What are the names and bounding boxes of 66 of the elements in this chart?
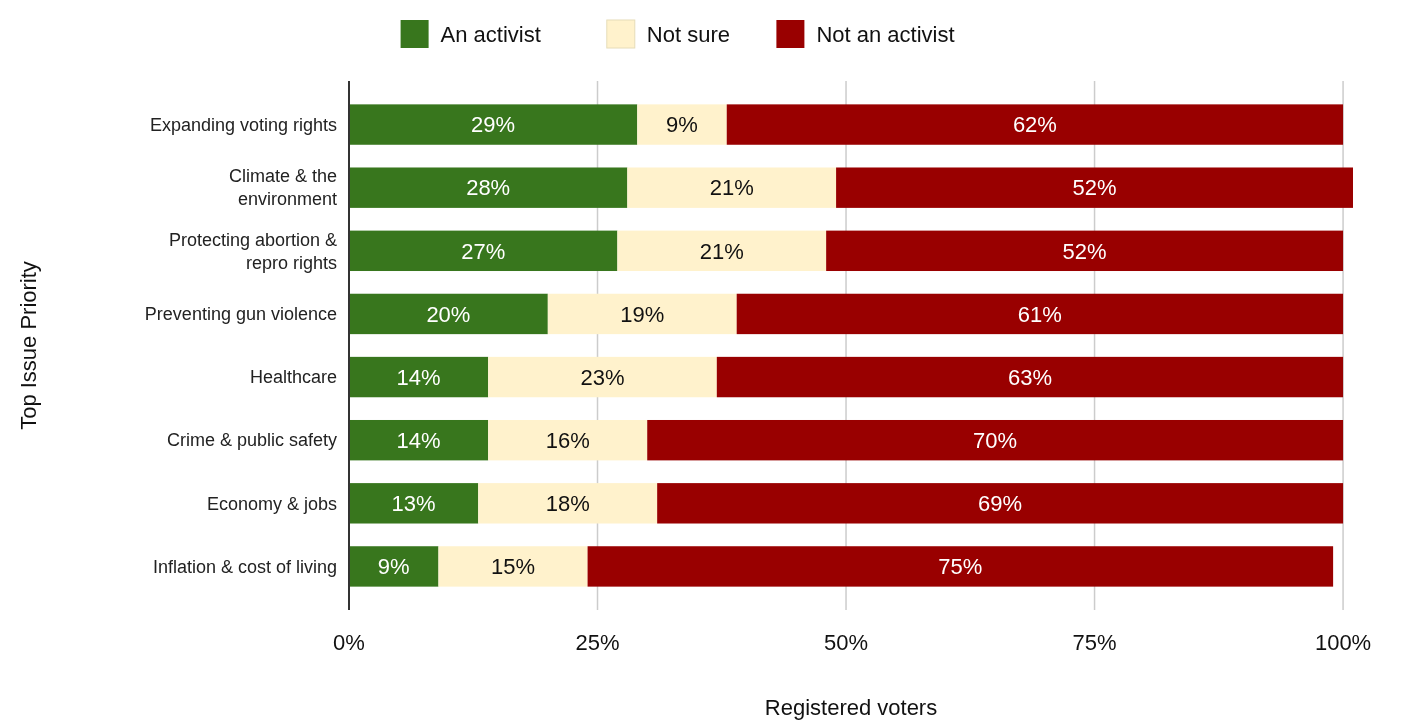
data-label: 23% (580, 364, 625, 390)
data-label: 61% (1017, 301, 1062, 327)
legend-label: Not an activist (816, 21, 955, 47)
bar (478, 483, 658, 524)
y-axis-title: Top Issue Priority (16, 261, 41, 430)
bar (637, 104, 727, 145)
bar (647, 419, 1344, 461)
y-tick-label: Preventing gun violence (144, 304, 337, 325)
legend-label: Not sure (646, 21, 730, 47)
x-tick-label: 100% (1314, 630, 1372, 655)
data-label: 18% (545, 491, 590, 517)
bar (349, 104, 638, 145)
data-label: 19% (620, 301, 665, 327)
bar (627, 167, 837, 208)
data-label: 9% (666, 112, 698, 138)
data-label: 9% (377, 554, 410, 580)
data-label: 69% (978, 491, 1023, 517)
legend-label: An activist (440, 21, 541, 47)
y-tick-label: Inflation & cost of living (152, 556, 337, 577)
data-label: 75% (938, 554, 983, 580)
bar (349, 167, 628, 208)
bar (736, 293, 1344, 335)
y-tick-label: Healthcare (249, 367, 337, 388)
bar (488, 356, 717, 398)
x-tick-label: 75% (1072, 630, 1117, 655)
bar (349, 546, 439, 587)
data-label: 14% (396, 427, 441, 453)
data-label: 70% (973, 427, 1018, 453)
data-label: 15% (491, 554, 536, 580)
x-tick-label: 50% (824, 630, 869, 655)
y-tick-label: Climate & the environment (228, 166, 337, 210)
data-label: 21% (699, 238, 744, 264)
data-label: 29% (471, 112, 516, 138)
y-tick-label: Economy & jobs (206, 493, 337, 514)
bar (349, 293, 548, 335)
x-tick-label: 0% (333, 630, 365, 655)
bar (587, 546, 1334, 587)
bar (349, 483, 479, 524)
data-label: 28% (466, 175, 511, 201)
data-label: 62% (1012, 112, 1057, 138)
data-label: 16% (545, 427, 590, 453)
data-label: 14% (396, 364, 441, 390)
y-tick-label: Expanding voting rights (149, 114, 337, 135)
bar (349, 356, 489, 398)
x-axis-title: Registered voters (764, 695, 938, 720)
data-label: 27% (461, 238, 506, 264)
data-label: 52% (1062, 238, 1107, 264)
bar (617, 230, 827, 272)
bar (826, 230, 1344, 272)
bar (726, 104, 1344, 145)
bar (547, 293, 737, 335)
y-tick-label: Crime & public safety (166, 430, 337, 451)
bar (488, 419, 648, 461)
bar (349, 419, 489, 461)
bar (716, 356, 1344, 398)
bar (657, 483, 1344, 524)
data-label: 13% (391, 491, 436, 517)
data-label: 20% (426, 301, 471, 327)
x-tick-label: 25% (575, 630, 620, 655)
bar (349, 230, 618, 272)
bar (438, 546, 588, 587)
data-label: 63% (1007, 364, 1052, 390)
bar (836, 167, 1353, 208)
y-tick-label: Protecting abortion & repro rights (168, 229, 337, 273)
data-label: 52% (1072, 175, 1117, 201)
data-label: 21% (709, 175, 754, 201)
